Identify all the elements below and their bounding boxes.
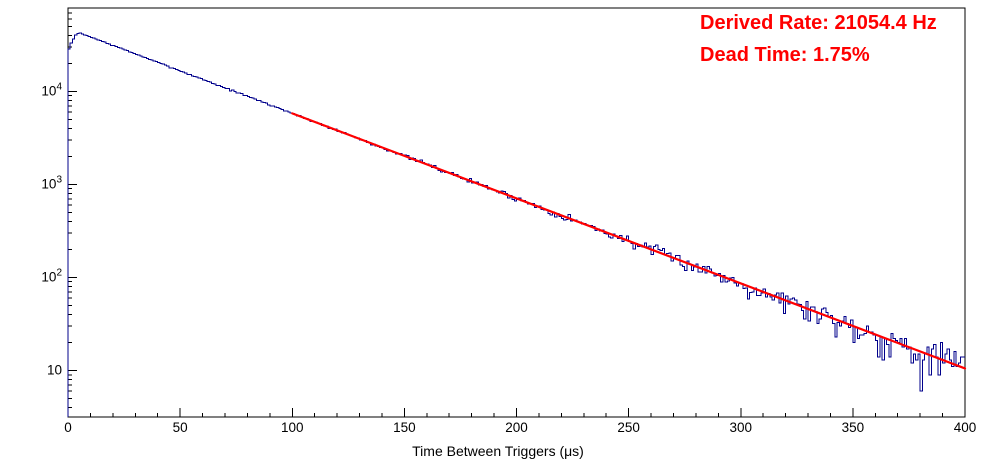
x-tick-label: 100 <box>281 420 304 435</box>
x-tick-label: 50 <box>173 420 188 435</box>
x-tick-label: 150 <box>393 420 416 435</box>
x-tick-label: 200 <box>505 420 528 435</box>
y-tick-label: 104 <box>41 81 62 98</box>
dead-time-annotation: Dead Time: 1.75% <box>700 44 870 66</box>
x-tick-label: 400 <box>954 420 977 435</box>
plot-frame <box>67 7 966 418</box>
fit-line <box>291 112 967 370</box>
x-tick-label: 300 <box>729 420 752 435</box>
derived-rate-annotation: Derived Rate: 21054.4 Hz <box>700 12 937 34</box>
x-tick-label: 250 <box>617 420 640 435</box>
y-tick-label: 103 <box>41 174 62 191</box>
x-tick-label: 0 <box>64 420 72 435</box>
x-axis-title: Time Between Triggers (μs) <box>412 443 584 459</box>
x-tick-label: 350 <box>842 420 865 435</box>
y-tick-label: 10 <box>47 362 62 377</box>
histogram-line <box>67 32 965 417</box>
y-tick-label: 102 <box>41 267 62 284</box>
